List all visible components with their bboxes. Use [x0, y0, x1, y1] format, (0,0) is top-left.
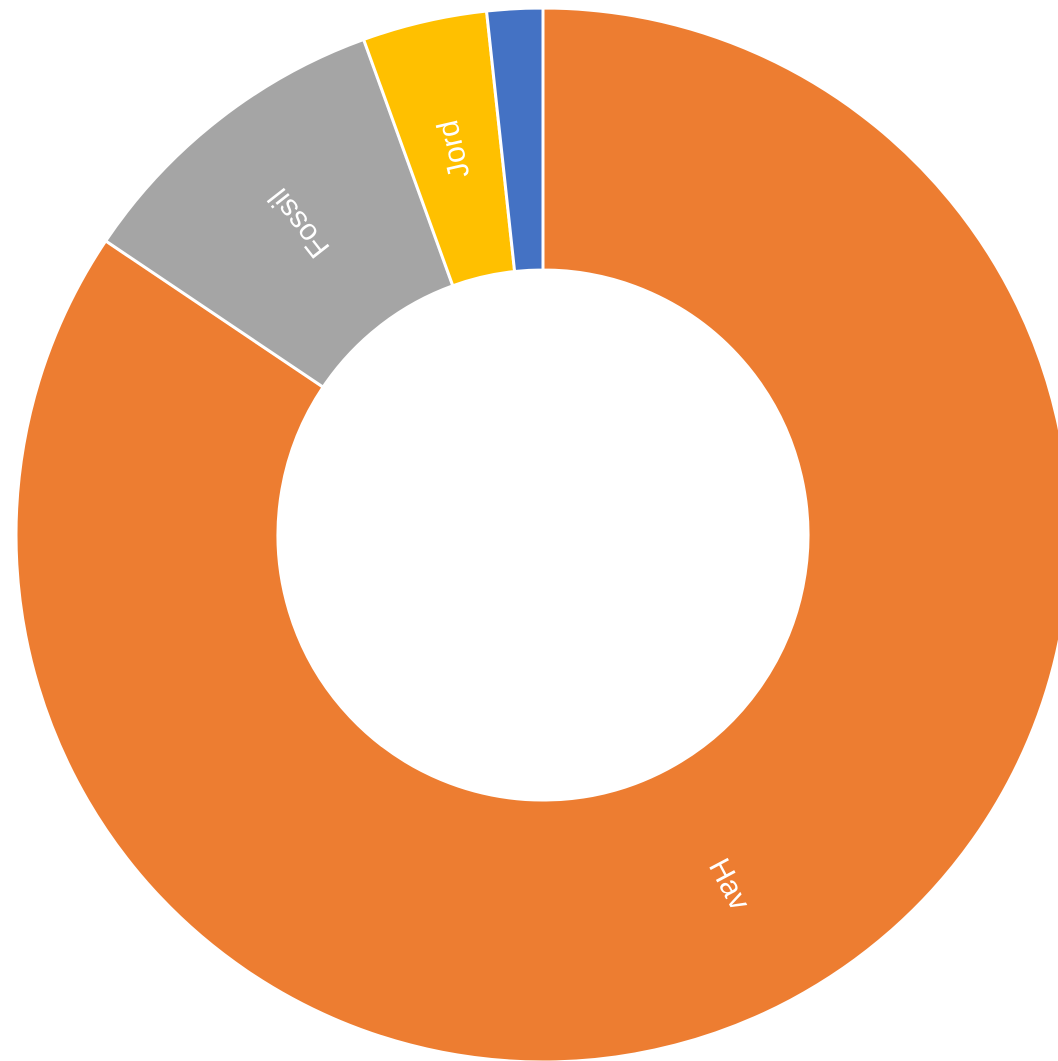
- slices-layer: [14, 6, 1058, 1061]
- slice-unlabeled: [485, 6, 545, 274]
- slice-hav: [14, 6, 1058, 1061]
- slice-fossil: [104, 37, 455, 389]
